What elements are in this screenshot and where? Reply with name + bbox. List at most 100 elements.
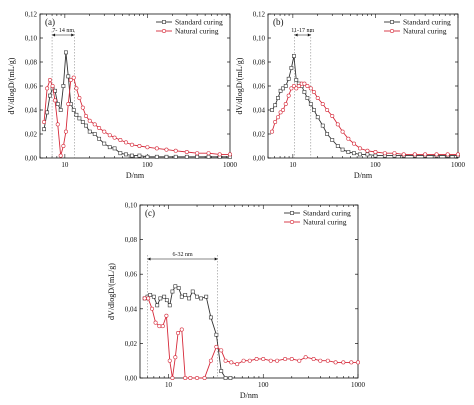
data-point-standard xyxy=(48,93,52,98)
y-tick-label: 0,00 xyxy=(253,155,266,163)
data-point-standard xyxy=(107,145,112,150)
data-point-natural xyxy=(223,358,228,363)
series-line-natural xyxy=(271,83,458,155)
legend-marker-natural xyxy=(389,28,394,33)
y-tick-label: 0,06 xyxy=(125,271,138,279)
data-point-standard xyxy=(162,294,167,299)
legend-marker-standard xyxy=(290,211,294,215)
legend-label: Natural curing xyxy=(403,27,447,36)
data-point-standard xyxy=(292,54,296,58)
data-point-standard xyxy=(45,110,50,115)
data-point-natural xyxy=(335,122,340,127)
data-point-standard xyxy=(281,86,285,91)
data-point-natural xyxy=(455,152,460,157)
data-point-natural xyxy=(294,86,299,91)
plot-frame xyxy=(139,204,359,379)
data-point-natural xyxy=(278,110,283,115)
data-point-standard xyxy=(204,294,209,299)
data-point-natural xyxy=(254,356,259,361)
y-axis-label: dV/dlogD/(mL/g) xyxy=(7,57,16,114)
data-point-standard xyxy=(148,293,153,297)
data-point-standard xyxy=(270,108,274,112)
data-point-natural xyxy=(346,136,351,141)
data-point-standard xyxy=(208,315,213,320)
data-point-natural xyxy=(235,362,240,367)
data-point-natural xyxy=(289,86,294,91)
data-point-standard xyxy=(340,147,345,152)
data-point-natural xyxy=(47,78,52,83)
data-point-standard xyxy=(199,296,203,301)
data-point-natural xyxy=(268,358,273,363)
data-point-standard xyxy=(164,298,169,303)
data-point-standard xyxy=(335,144,340,148)
data-point-standard xyxy=(179,294,184,299)
data-point-standard xyxy=(308,102,313,106)
data-point-natural xyxy=(349,360,354,365)
data-point-natural xyxy=(208,358,213,363)
y-tick-label: 0,06 xyxy=(25,83,38,91)
legend-label: Standard curing xyxy=(303,209,351,218)
data-point-natural xyxy=(157,324,162,329)
data-point-standard xyxy=(97,136,102,141)
data-point-natural xyxy=(154,146,159,151)
data-point-natural xyxy=(311,90,316,95)
data-point-standard xyxy=(158,296,163,301)
data-point-natural xyxy=(92,122,97,127)
data-point-standard xyxy=(77,116,82,121)
data-point-natural xyxy=(270,129,275,134)
data-point-standard xyxy=(195,294,199,299)
data-point-standard xyxy=(312,108,316,112)
data-point-standard xyxy=(167,303,172,308)
x-tick-label: 10 xyxy=(165,381,173,389)
y-tick-label: 0,00 xyxy=(25,155,38,163)
data-point-natural xyxy=(214,344,219,349)
data-point-standard xyxy=(214,332,219,337)
data-point-natural xyxy=(219,348,224,353)
data-point-standard xyxy=(365,152,370,157)
data-point-natural xyxy=(164,313,169,318)
data-point-natural xyxy=(434,152,439,157)
data-point-natural xyxy=(112,135,117,140)
data-point-standard xyxy=(315,115,320,120)
y-tick-label: 0,04 xyxy=(125,305,138,313)
data-point-standard xyxy=(173,284,178,289)
data-point-natural xyxy=(351,141,356,146)
data-point-natural xyxy=(305,84,310,89)
data-point-natural xyxy=(80,105,85,110)
data-point-natural xyxy=(146,296,151,301)
data-point-natural xyxy=(296,84,301,89)
series-line-natural xyxy=(43,76,230,156)
x-tick-label: 100 xyxy=(258,381,269,389)
data-point-natural xyxy=(401,152,406,157)
data-point-natural xyxy=(382,151,387,156)
data-point-standard xyxy=(305,96,310,100)
panel-c: 0,00 0,02 0,04 0,06 0,08 0,10 10 100 1000 D/nm dV/… xyxy=(107,202,366,401)
data-point-natural xyxy=(142,296,147,301)
x-tick-label: 1000 xyxy=(223,161,238,169)
data-point-standard xyxy=(71,108,76,112)
data-point-standard xyxy=(283,84,288,88)
data-point-natural xyxy=(164,147,169,152)
data-point-natural xyxy=(333,360,338,365)
panel-a: 0,00 0,02 0,04 0,06 0,08 0,10 0,12 10 100 1000 D/n… xyxy=(7,11,238,181)
data-point-standard xyxy=(74,112,79,117)
y-tick-label: 0,02 xyxy=(125,340,138,348)
data-point-natural xyxy=(170,375,175,380)
data-point-standard xyxy=(164,154,169,159)
series-line-natural xyxy=(144,297,358,379)
x-tick-label: 1000 xyxy=(451,161,466,169)
data-point-natural xyxy=(320,102,325,107)
annotation-arrowhead-left xyxy=(52,33,56,37)
data-point-natural xyxy=(275,115,280,120)
data-point-natural xyxy=(412,152,417,157)
y-tick-label: 0,10 xyxy=(253,35,266,43)
legend-marker-natural xyxy=(162,28,167,33)
panel-label: (b) xyxy=(273,17,284,27)
data-point-natural xyxy=(318,358,323,363)
data-point-natural xyxy=(188,375,193,380)
data-point-natural xyxy=(283,356,288,361)
data-point-standard xyxy=(80,120,85,124)
data-point-standard xyxy=(154,154,159,159)
data-point-standard xyxy=(358,152,362,157)
